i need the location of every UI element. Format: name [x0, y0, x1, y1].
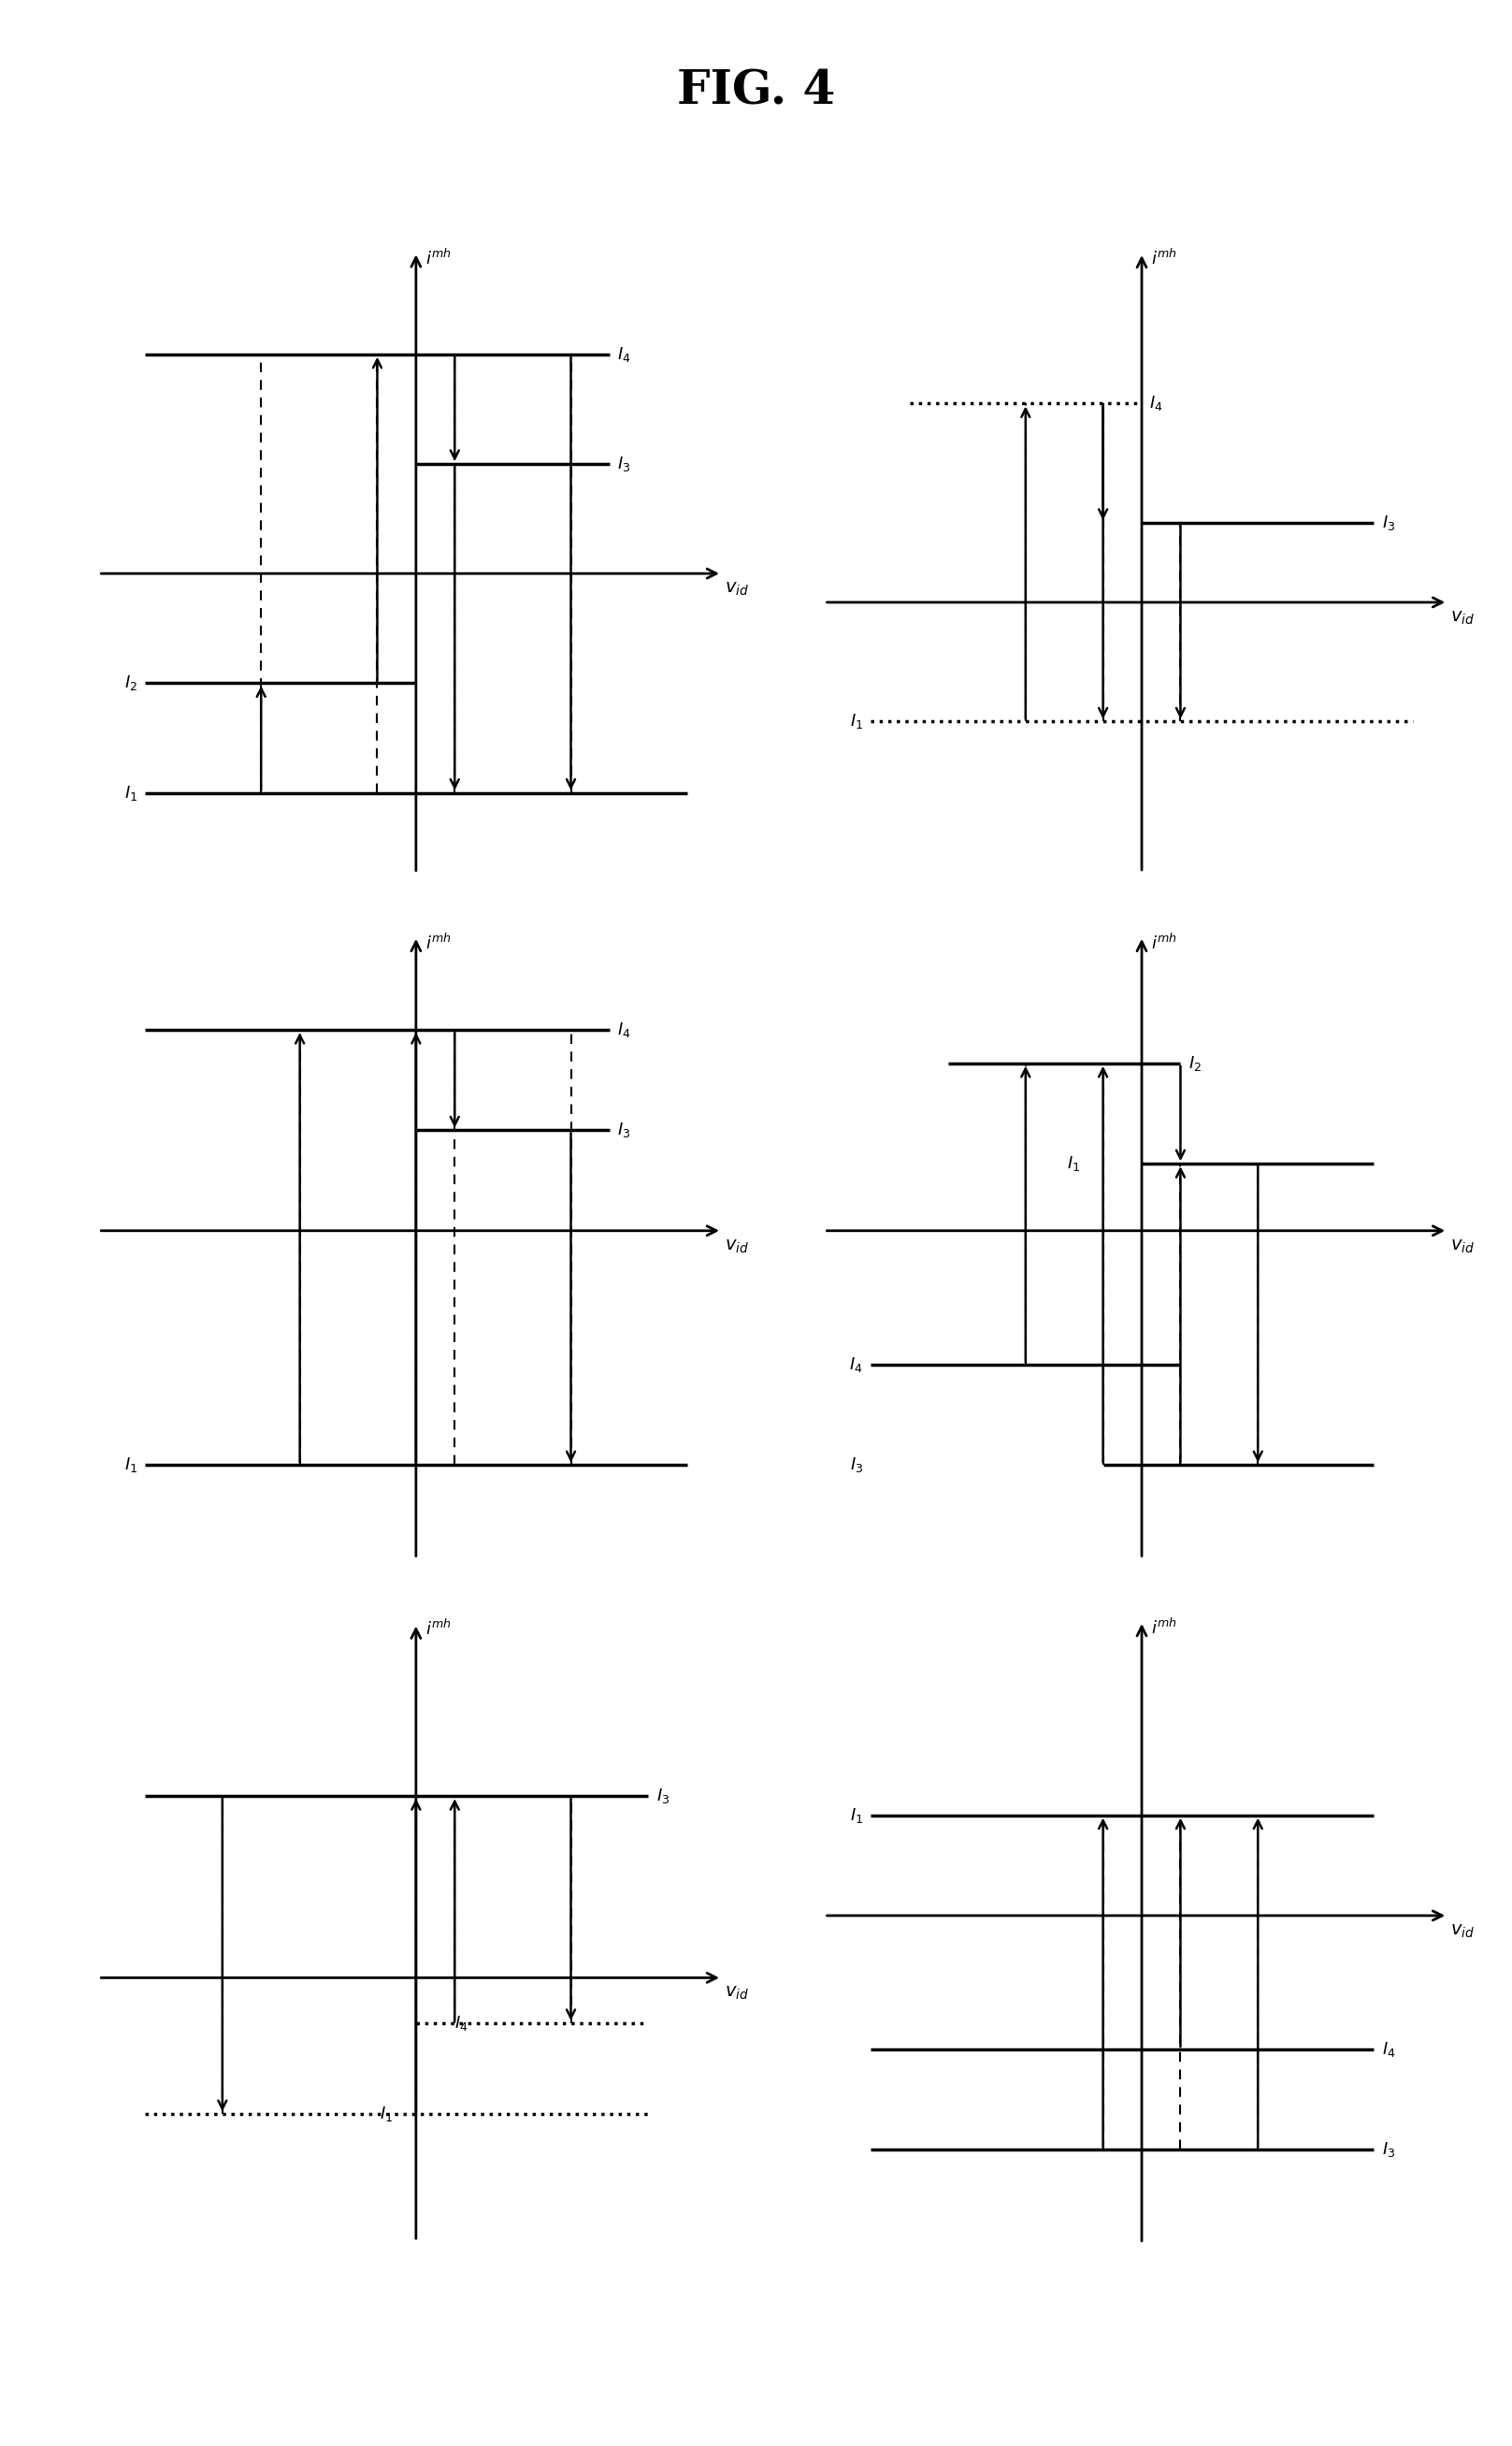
Text: $I_{1}$: $I_{1}$	[1066, 1155, 1080, 1174]
Text: $I_{4}$: $I_{4}$	[617, 1020, 631, 1040]
Text: $i^{mh}$: $i^{mh}$	[425, 1619, 451, 1639]
Text: $I_{1}$: $I_{1}$	[380, 2104, 393, 2123]
Text: $I_{3}$: $I_{3}$	[1382, 2140, 1396, 2160]
Text: $I_{4}$: $I_{4}$	[850, 1355, 863, 1375]
Text: $I_{3}$: $I_{3}$	[617, 1120, 631, 1140]
Text: $I_{4}$: $I_{4}$	[1382, 2040, 1396, 2060]
Text: $v_{id}$: $v_{id}$	[1450, 609, 1474, 626]
Text: $i^{mh}$: $i^{mh}$	[1151, 932, 1176, 951]
Text: $I_{4}$: $I_{4}$	[1149, 394, 1163, 413]
Text: $v_{id}$: $v_{id}$	[724, 580, 748, 597]
Text: $I_{3}$: $I_{3}$	[617, 455, 631, 472]
Text: FIG. 4: FIG. 4	[677, 68, 835, 115]
Text: $I_{3}$: $I_{3}$	[1382, 514, 1396, 533]
Text: $I_{2}$: $I_{2}$	[1188, 1054, 1202, 1074]
Text: $i^{mh}$: $i^{mh}$	[1151, 249, 1176, 269]
Text: $v_{id}$: $v_{id}$	[1450, 1923, 1474, 1940]
Text: $v_{id}$: $v_{id}$	[724, 1238, 748, 1255]
Text: $v_{id}$: $v_{id}$	[1450, 1238, 1474, 1255]
Text: $I_{4}$: $I_{4}$	[455, 2013, 469, 2033]
Text: $I_{1}$: $I_{1}$	[850, 712, 863, 731]
Text: $i^{mh}$: $i^{mh}$	[425, 932, 451, 951]
Text: $I_{1}$: $I_{1}$	[850, 1805, 863, 1825]
Text: $i^{mh}$: $i^{mh}$	[1151, 1617, 1176, 1636]
Text: $v_{id}$: $v_{id}$	[724, 1984, 748, 2001]
Text: $I_{1}$: $I_{1}$	[124, 783, 138, 802]
Text: $I_{2}$: $I_{2}$	[124, 673, 138, 692]
Text: $I_{1}$: $I_{1}$	[124, 1455, 138, 1475]
Text: $I_{3}$: $I_{3}$	[850, 1455, 863, 1475]
Text: $I_{3}$: $I_{3}$	[656, 1786, 670, 1805]
Text: $I_{4}$: $I_{4}$	[617, 345, 631, 364]
Text: $i^{mh}$: $i^{mh}$	[425, 247, 451, 269]
